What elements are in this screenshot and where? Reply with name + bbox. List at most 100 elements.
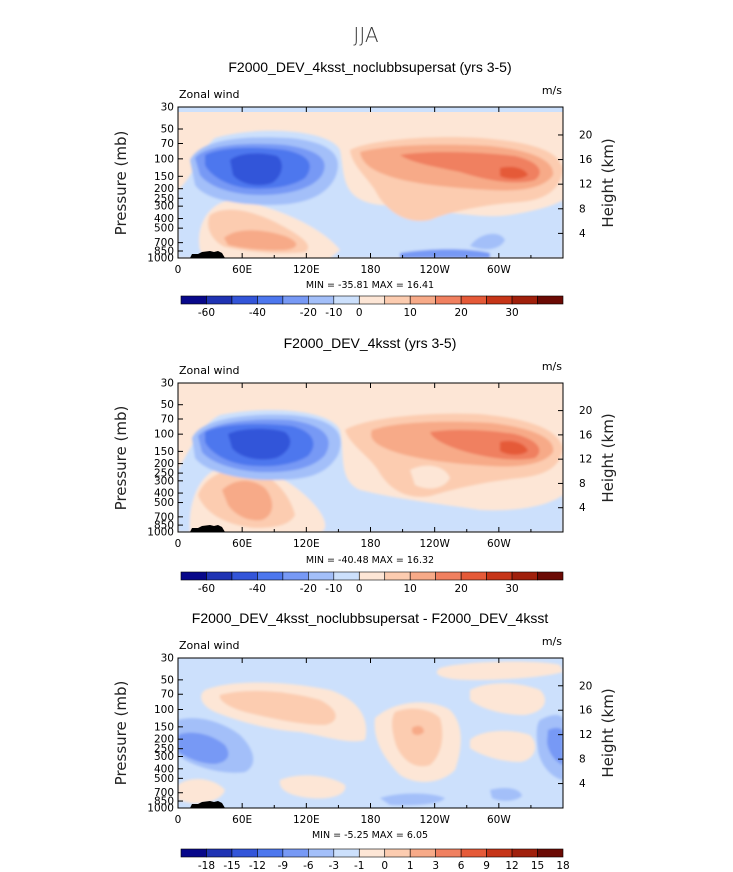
x-tick-label: 60E (232, 264, 252, 276)
x-tick-label: 180 (360, 538, 380, 550)
pos-tongue (410, 465, 450, 489)
y-right-tick-label: 8 (579, 203, 586, 215)
x-tick-label: 120E (293, 538, 320, 550)
y-tick-label: 250 (154, 468, 174, 480)
colorbar-swatch (486, 571, 513, 581)
y-right-tick-label: 4 (579, 228, 586, 240)
neg-region-sfc-2 (400, 249, 490, 258)
colorbar-swatch (409, 848, 436, 858)
y-right-tick-label: 20 (579, 129, 592, 141)
y-right-tick-label: 16 (579, 429, 593, 441)
figure-title: JJA (353, 23, 378, 47)
colorbar-swatch (435, 848, 462, 858)
colorbar-swatch (333, 571, 360, 581)
colorbar-swatch (180, 571, 207, 581)
neg-jet-core (230, 153, 282, 186)
x-tick-label: 120W (419, 538, 450, 550)
colorbar-swatch (358, 571, 386, 581)
y-axis-label: Pressure (mb) (112, 681, 130, 786)
y-tick-label: 400 (154, 213, 174, 225)
y-axis-label: Pressure (mb) (112, 406, 130, 511)
y-tick-label: 500 (154, 497, 174, 509)
colorbar-label: -18 (198, 860, 215, 872)
y-tick-label: 400 (154, 763, 174, 775)
colorbar-label: 1 (407, 860, 414, 872)
colorbar-swatch (308, 848, 335, 858)
units-label: m/s (542, 84, 562, 97)
field-label: Zonal wind (179, 639, 240, 652)
y-tick-label: 150 (154, 721, 174, 733)
pos-region-mid-2 (392, 708, 443, 767)
neg-region-right-2 (547, 727, 563, 765)
y-tick-label: 250 (154, 743, 174, 755)
colorbar-label: 10 (404, 307, 417, 319)
colorbar: -60 -40 -20 -10 0 10 20 30 (180, 571, 564, 595)
y-right-tick-label: 12 (579, 729, 592, 741)
y-tick-label: 200 (154, 458, 174, 470)
colorbar-swatch (511, 571, 538, 581)
y-right-tick-label: 12 (579, 179, 592, 191)
x-tick-label: 120E (293, 814, 320, 826)
colorbar-swatch (384, 848, 411, 858)
colorbar-swatch (486, 848, 513, 858)
colorbar-swatch (486, 295, 513, 305)
y-tick-label: 250 (154, 193, 174, 205)
x-axis: 0 60E 120E 180 120W 60W (175, 107, 532, 276)
y-tick-label: 700 (154, 511, 174, 523)
x-tick-label: 180 (360, 814, 380, 826)
colorbar-label: 20 (454, 583, 467, 595)
y-right-tick-label: 8 (579, 754, 586, 766)
x-tick-label: 0 (175, 814, 182, 826)
y-tick-label: 1000 (147, 803, 174, 815)
colorbar-label: -6 (303, 860, 314, 872)
colorbar-swatch (231, 295, 258, 305)
colorbar-label: -40 (249, 307, 266, 319)
colorbar-label: -3 (329, 860, 339, 872)
x-tick-label: 60W (487, 538, 511, 550)
y-tick-label: 1000 (147, 253, 174, 265)
units-label: m/s (542, 360, 562, 373)
y-axis-label: Pressure (mb) (112, 131, 130, 236)
colorbar-swatch (206, 848, 233, 858)
y-tick-label: 1000 (147, 527, 174, 539)
y-tick-label: 850 (154, 520, 174, 532)
y-tick-label: 300 (154, 751, 174, 763)
colorbar: -18 -15 -12 -9 -6 -3 -1 0 1 3 6 9 12 15 18 (180, 848, 570, 872)
colorbar-label: 20 (454, 307, 467, 319)
pos-region-top (436, 661, 563, 680)
x-axis: 0 60E 120E 180 120W 60W (175, 383, 532, 550)
pos-region-lower-2 (178, 778, 225, 804)
x-tick-label: 0 (175, 538, 182, 550)
neg-region-sfc (380, 793, 445, 806)
colorbar-label: -40 (249, 583, 266, 595)
colorbar-label: 0 (356, 307, 363, 319)
colorbar-swatch (537, 571, 564, 581)
colorbar-label: -12 (249, 860, 266, 872)
x-tick-label: 60E (232, 538, 252, 550)
y-tick-label: 50 (161, 399, 174, 411)
field-label: Zonal wind (179, 88, 240, 101)
y-tick-label: 150 (154, 171, 174, 183)
colorbar-label: 12 (505, 860, 518, 872)
colorbar-swatch (282, 571, 309, 581)
panel-title: F2000_DEV_4ksst_noclubbsupersat - F2000_… (192, 610, 549, 626)
y-tick-label: 200 (154, 734, 174, 746)
min-max-stats: MIN = -35.81 MAX = 16.41 (306, 280, 434, 291)
colorbar-swatch (257, 571, 284, 581)
min-max-stats: MIN = -5.25 MAX = 6.05 (312, 830, 428, 841)
y-tick-label: 30 (161, 102, 174, 114)
y-tick-label: 400 (154, 488, 174, 500)
y-axis-right: 20 16 12 8 4 (558, 129, 593, 240)
y-tick-label: 300 (154, 475, 174, 487)
y-tick-label: 50 (161, 674, 174, 686)
colorbar-label: -15 (223, 860, 240, 872)
y-right-tick-label: 16 (579, 154, 593, 166)
y-tick-label: 100 (154, 429, 174, 441)
y-tick-label: 850 (154, 796, 174, 808)
panel-1: F2000_DEV_4ksst_noclubbsupersat (yrs 3-5… (112, 59, 617, 319)
colorbar-swatch (511, 848, 538, 858)
colorbar-swatch (435, 295, 462, 305)
y-tick-label: 850 (154, 246, 174, 258)
